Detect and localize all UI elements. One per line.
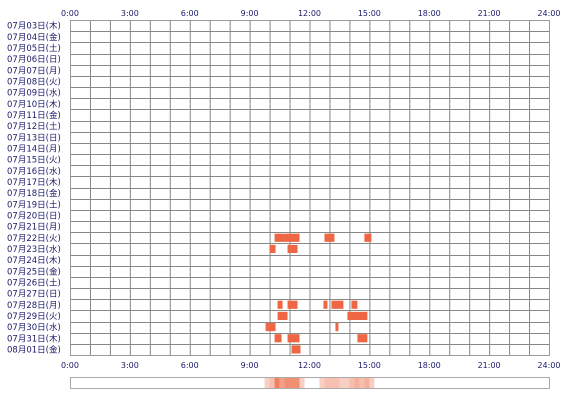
activity-cell [364, 233, 372, 242]
x-tick-label-top: 3:00 [121, 9, 139, 18]
row-date-label: 07月25日(金) [7, 266, 61, 277]
summary-strip [70, 377, 550, 389]
x-axis-top: 0:00 3:00 6:00 9:00 12:00 15:00 18:00 21:00 24:0… [61, 9, 561, 18]
activity-cell [331, 300, 344, 309]
row-date-label: 07月08日(火) [7, 77, 61, 87]
summary-density-cell [319, 378, 325, 388]
row-date-label: 07月26日(土) [7, 277, 61, 288]
x-tick-label-bottom: 9:00 [241, 361, 259, 370]
plot-border [70, 20, 550, 356]
summary-density-cell [264, 378, 270, 388]
x-tick-label-top: 0:00 [61, 9, 79, 18]
row-date-label: 07月22日(火) [7, 234, 61, 244]
row-date-label: 07月23日(水) [7, 244, 61, 255]
activity-cell [284, 233, 300, 242]
y-axis-dates: 07月03日(木)07月04日(金)07月05日(土)07月06日(日)07月0… [7, 21, 61, 356]
activity-cell [274, 233, 285, 242]
row-date-label: 07月20日(日) [7, 211, 61, 221]
summary-density-cell [359, 378, 365, 388]
x-tick-label-bottom: 12:00 [298, 361, 321, 370]
x-tick-label-bottom: 21:00 [478, 361, 501, 370]
activity-cell [287, 334, 300, 343]
summary-density-cell [294, 378, 300, 388]
x-tick-label-top: 12:00 [298, 9, 321, 18]
row-date-label: 07月21日(月) [7, 223, 61, 233]
summary-density-cell [329, 378, 335, 388]
summary-density-cell [279, 378, 285, 388]
activity-cell [269, 244, 276, 253]
summary-density-cell [334, 378, 340, 388]
x-tick-label-bottom: 15:00 [358, 361, 381, 370]
row-date-label: 07月15日(火) [7, 156, 61, 166]
row-date-label: 07月24日(木) [7, 255, 61, 266]
summary-density-cell [364, 378, 370, 388]
row-date-label: 07月28日(月) [7, 301, 61, 311]
plot-frame [70, 20, 550, 356]
x-tick-label-top: 18:00 [418, 9, 441, 18]
x-tick-label-bottom: 0:00 [61, 361, 79, 370]
activity-cell [335, 323, 339, 332]
row-date-label: 07月04日(金) [7, 32, 61, 43]
row-date-label: 07月17日(木) [7, 177, 61, 188]
row-date-label: 07月30日(水) [7, 322, 61, 333]
grid-lines [70, 20, 550, 356]
row-date-label: 07月06日(日) [7, 55, 61, 65]
summary-density-cell [324, 378, 330, 388]
summary-density-cell [349, 378, 355, 388]
row-date-label: 07月11日(金) [7, 110, 61, 121]
activity-cells [265, 233, 372, 354]
summary-density-cell [354, 378, 360, 388]
summary-density-cell [344, 378, 350, 388]
row-date-label: 07月07日(月) [7, 66, 61, 76]
activity-cell [357, 334, 368, 343]
row-date-label: 07月14日(月) [7, 144, 61, 154]
x-tick-label-bottom: 18:00 [418, 361, 441, 370]
row-date-label: 07月19日(土) [7, 199, 61, 210]
activity-cell [287, 244, 298, 253]
summary-density-cell [299, 378, 305, 388]
x-tick-label-bottom: 24:00 [537, 361, 560, 370]
x-tick-label-top: 21:00 [478, 9, 501, 18]
activity-cell [351, 300, 358, 309]
summary-density-cell [284, 378, 290, 388]
summary-density-cell [339, 378, 345, 388]
summary-density-cell [269, 378, 275, 388]
activity-cell [323, 300, 328, 309]
row-date-label: 07月05日(土) [7, 43, 61, 54]
x-tick-label-top: 9:00 [241, 9, 259, 18]
x-tick-label-top: 15:00 [358, 9, 381, 18]
x-tick-label-bottom: 3:00 [121, 361, 139, 370]
activity-cell [277, 300, 283, 309]
row-date-label: 07月13日(日) [7, 133, 61, 143]
x-tick-label-bottom: 6:00 [181, 361, 199, 370]
row-date-label: 07月09日(水) [7, 88, 61, 99]
summary-frame [70, 377, 550, 389]
summary-density-cell [369, 378, 375, 388]
summary-density-cell [274, 378, 280, 388]
row-date-label: 07月10日(木) [7, 99, 61, 110]
summary-density-cell [289, 378, 295, 388]
activity-cell [291, 345, 301, 354]
row-date-label: 07月31日(木) [7, 333, 61, 344]
row-date-label: 07月03日(木) [7, 21, 61, 32]
activity-cell [277, 311, 288, 320]
row-date-label: 07月16日(水) [7, 166, 61, 177]
activity-cell [324, 233, 335, 242]
row-date-label: 07月29日(火) [7, 312, 61, 322]
x-axis-bottom: 0:00 3:00 6:00 9:00 12:00 15:00 18:00 21:00 24:0… [61, 361, 561, 370]
row-date-label: 08月01日(金) [7, 344, 61, 355]
x-tick-label-top: 24:00 [537, 9, 560, 18]
row-date-label: 07月12日(土) [7, 121, 61, 132]
row-date-label: 07月27日(日) [7, 290, 61, 300]
activity-cell [274, 334, 282, 343]
x-tick-label-top: 6:00 [181, 9, 199, 18]
activity-cell [265, 323, 276, 332]
activity-cell [287, 300, 298, 309]
row-date-label: 07月18日(金) [7, 188, 61, 199]
activity-cell [347, 311, 368, 320]
